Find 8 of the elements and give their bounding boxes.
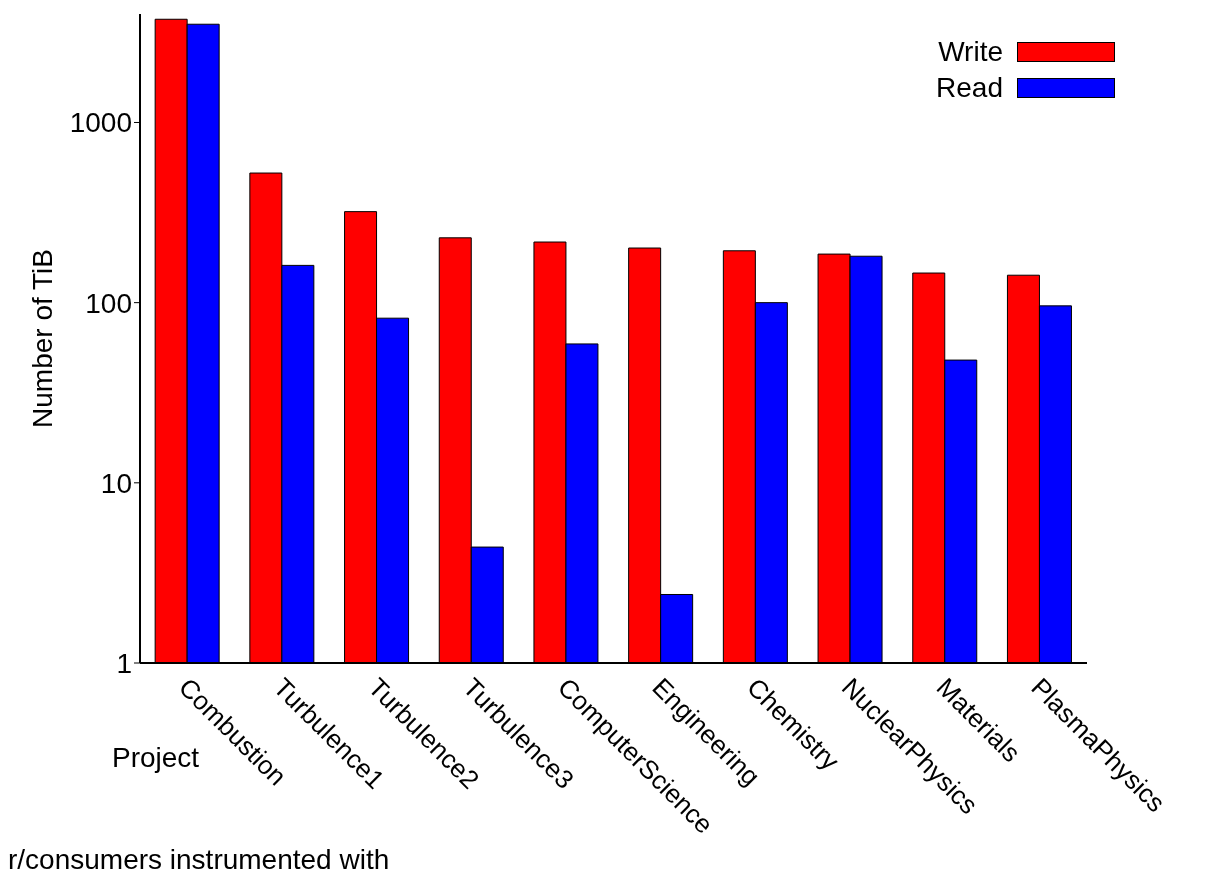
y-tick-label: 100: [85, 287, 132, 319]
y-tick-label: 1000: [69, 107, 132, 139]
y-tick-label: 1: [116, 647, 132, 679]
y-axis-title: Number of TiB: [26, 249, 58, 428]
legend-label: Write: [938, 36, 1003, 68]
text: r/consumers instrumented with: [8, 844, 390, 875]
legend-label: Read: [936, 72, 1003, 104]
y-tick-label: 10: [100, 467, 132, 499]
